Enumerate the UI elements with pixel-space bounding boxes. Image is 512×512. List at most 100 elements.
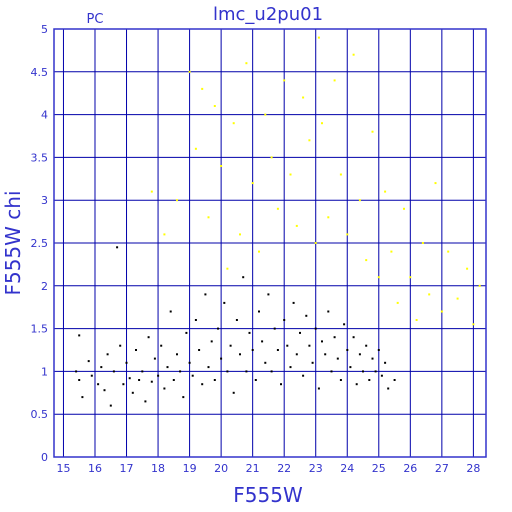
data-point-yellow [472,323,475,326]
data-point-black [122,383,125,386]
data-point-black [374,370,377,373]
data-point-black [365,344,368,347]
data-point-black [327,310,330,313]
data-point-black [220,357,223,360]
data-point-yellow [194,147,197,150]
x-axis-label: F555W [233,483,303,507]
data-point-black [333,336,336,339]
data-point-black [330,370,333,373]
data-point-yellow [207,216,210,219]
data-point-yellow [232,122,235,125]
data-point-black [264,361,267,364]
data-point-black [292,301,295,304]
data-point-black [185,331,188,334]
x-tick-label: 27 [435,462,449,475]
data-point-yellow [327,216,330,219]
data-point-yellow [201,87,204,90]
data-point-black [314,327,317,330]
data-point-black [245,370,248,373]
data-point-yellow [220,165,223,167]
data-point-black [305,314,308,317]
data-point-black [112,370,115,373]
chart-title: lmc_u2pu01 [213,4,323,25]
y-tick-label: 3.5 [31,151,49,164]
grid [54,28,486,458]
data-point-black [336,357,339,360]
data-point-black [261,340,264,343]
data-point-black [226,370,229,373]
corner-label: PC [87,12,104,27]
y-tick-label: 0.5 [31,408,49,421]
data-point-black [109,404,112,407]
data-point-yellow [295,224,298,227]
x-tick-label: 25 [372,462,386,475]
x-tick-label: 18 [151,462,165,475]
x-tick-label: 20 [214,462,228,475]
plot-frame [53,28,487,458]
data-point-black [90,374,93,377]
data-point-black [270,370,273,373]
data-point-black [172,379,175,381]
data-point-black [204,293,207,296]
data-point-black [349,366,352,369]
data-point-black [248,331,251,334]
y-axis-label: F555W chi [1,190,25,295]
y-tick-label: 4.5 [31,66,49,79]
data-point-black [169,310,172,313]
y-tick-label: 2 [41,280,48,293]
data-point-yellow [346,233,349,236]
data-point-black [289,366,292,369]
data-point-black [317,387,320,390]
data-point-black [125,361,128,364]
data-point-black [213,379,216,381]
data-point-yellow [270,156,273,159]
data-point-yellow [390,250,393,253]
data-point-black [217,327,219,330]
data-point-black [380,374,383,377]
data-point-black [393,379,396,381]
data-point-yellow [421,242,424,244]
data-point-yellow [434,182,437,185]
data-point-black [97,383,100,386]
data-point-black [135,349,137,351]
data-point-yellow [371,130,374,133]
tick-labels: 15 16 17 18 19 20 21 22 23 24 25 26 27 28 0 0.5 1 1.5 2 2.5… [31,23,481,475]
data-point-yellow [339,173,342,176]
data-point-black [87,360,90,363]
data-point-black [179,370,182,373]
data-point-black [223,301,226,304]
data-point-black [384,361,387,364]
data-point-yellow [188,70,191,73]
data-point-black [176,353,178,356]
data-point-black [235,319,238,321]
data-point-black [283,319,286,321]
data-point-black [387,387,390,390]
data-point-yellow [415,319,418,321]
data-point-black [78,334,81,337]
x-tick-label: 23 [309,462,323,475]
data-point-black [116,246,119,249]
data-point-black [254,379,257,381]
data-point-black [144,400,147,403]
data-point-yellow [245,62,248,65]
data-point-black [239,353,241,356]
data-point-yellow [403,207,405,210]
data-point-black [258,310,260,313]
data-point-yellow [314,242,317,244]
data-point-yellow [466,267,469,270]
data-point-black [346,349,349,351]
data-point-yellow [251,182,254,185]
data-point-black [295,353,298,356]
data-point-black [75,370,78,373]
data-point-yellow [276,207,279,210]
data-point-black [207,366,210,369]
data-point-black [100,366,103,369]
data-point-yellow [308,139,311,142]
data-point-black [371,357,374,360]
x-tick-label: 24 [340,462,354,475]
data-point-black [280,383,282,386]
data-point-black [78,379,81,381]
y-tick-label: 2.5 [31,237,49,250]
x-tick-label: 26 [403,462,417,475]
